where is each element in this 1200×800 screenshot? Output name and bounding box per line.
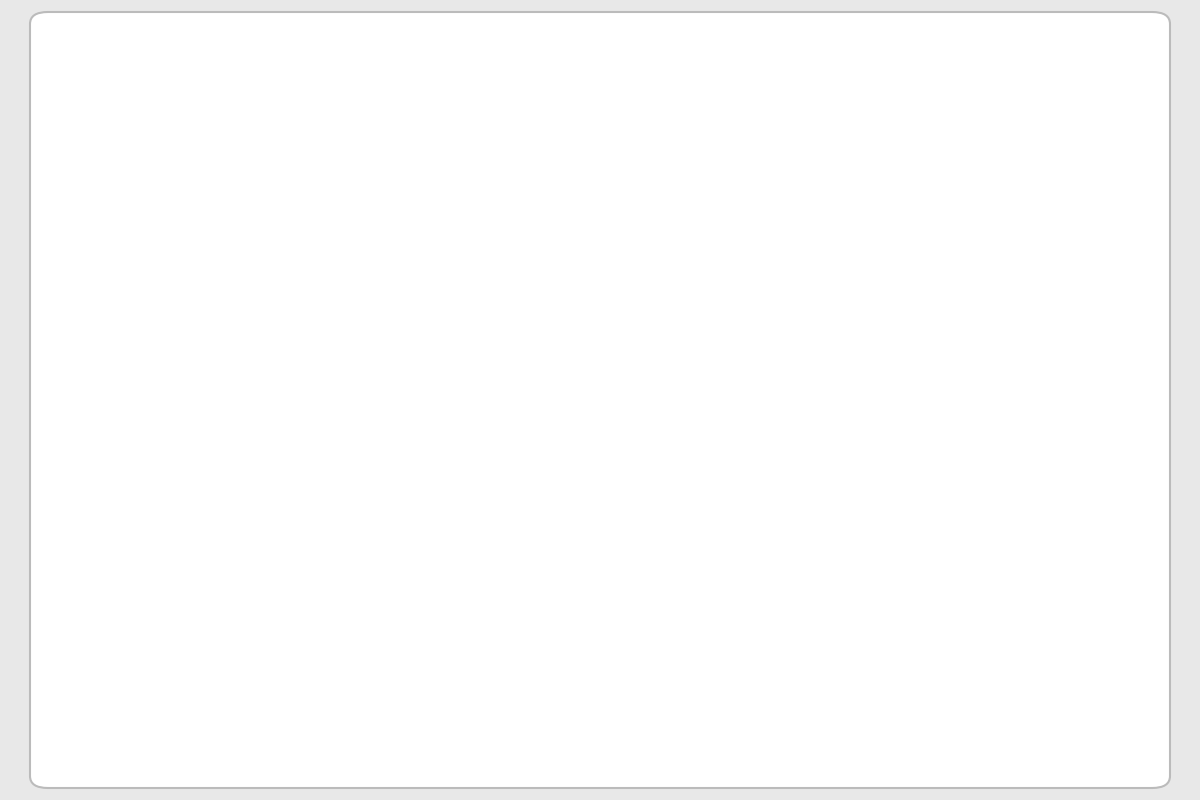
Text: (i)   Determine  the  identity  element  in  the  group: (i) Determine the identity element in th… <box>74 218 766 244</box>
Text: (7, 1): (7, 1) <box>432 650 503 676</box>
Text: U(8): U(8) <box>358 118 418 146</box>
Text: and: and <box>430 118 500 146</box>
Text: generated by the element: generated by the element <box>74 650 430 676</box>
Text: .: . <box>259 445 271 483</box>
Text: .: . <box>259 285 271 323</box>
Text: Consider the groups: Consider the groups <box>74 118 365 146</box>
Text: Z: Z <box>223 445 250 483</box>
Text: Z: Z <box>223 285 250 323</box>
Text: U(8): U(8) <box>74 285 158 323</box>
Text: .: . <box>523 118 532 146</box>
Text: ×: × <box>174 445 232 483</box>
Text: U(8): U(8) <box>650 572 733 610</box>
Text: 4: 4 <box>824 583 841 609</box>
Text: 4: 4 <box>246 456 263 482</box>
Text: Z: Z <box>800 572 827 610</box>
Text: 4: 4 <box>511 125 523 144</box>
Text: .: . <box>512 650 521 676</box>
Text: Z: Z <box>494 118 514 146</box>
Text: ×: × <box>174 285 232 323</box>
Text: U(8): U(8) <box>74 445 158 483</box>
Text: ×: × <box>751 572 809 610</box>
Text: (iii)   Determine   the   subgroup   of: (iii) Determine the subgroup of <box>74 572 568 598</box>
Text: 4: 4 <box>246 296 263 322</box>
Text: (ii) Determine all the elements of order 4 in the group: (ii) Determine all the elements of order… <box>74 378 787 404</box>
